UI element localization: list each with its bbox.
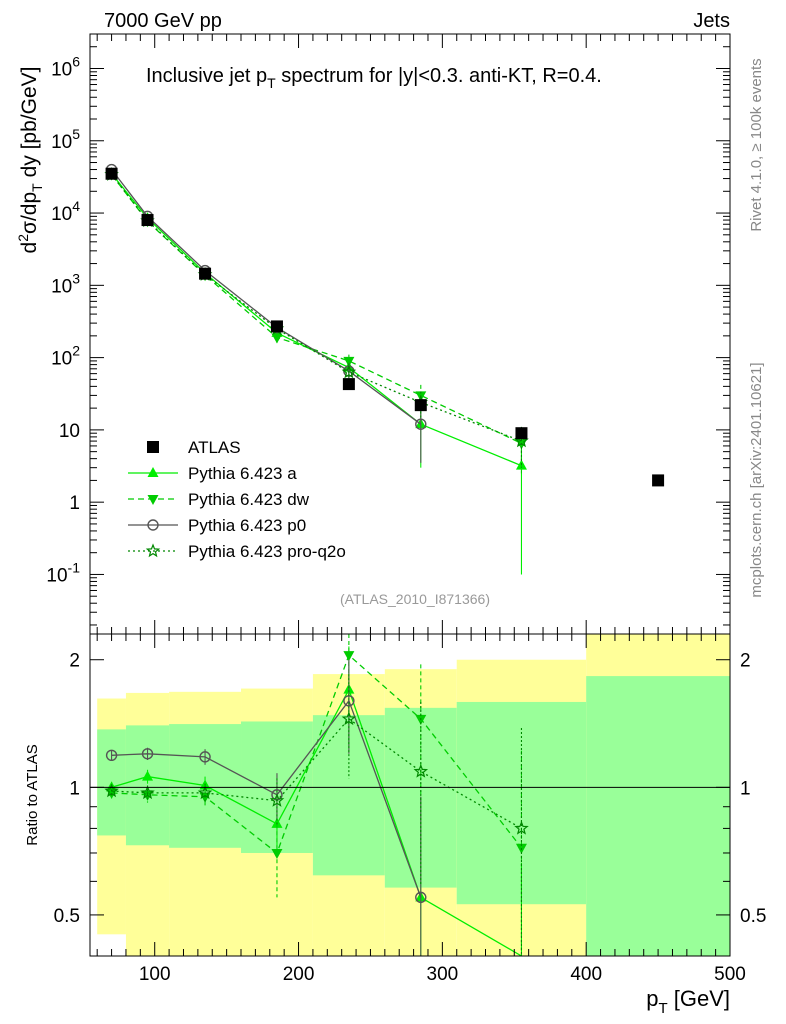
data-point: [105, 167, 118, 180]
ratio-point: [413, 763, 429, 778]
main-series-1: [106, 170, 527, 474]
data-point: [342, 378, 355, 391]
ratio-point: [104, 783, 119, 798]
legend-entry: Pythia 6.423 p0: [128, 516, 306, 535]
y-tick-label: 1: [69, 493, 80, 514]
x-tick-label: 200: [283, 964, 315, 985]
data-point: [141, 214, 154, 227]
ratio-point: [142, 770, 154, 781]
ratio-y-tick-label: 0.5: [54, 906, 80, 927]
ratio-y-tick-label: 2: [69, 651, 80, 672]
legend-marker: [147, 467, 159, 477]
ratio-panel-series: [104, 634, 529, 957]
y-tick-label: 105: [51, 126, 80, 153]
ratio-y-tick-label-right: 1: [740, 778, 751, 799]
axis-tick-labels: 100 200 300 400 500 10-1 1 10 102 103 104 105 106 0.5…: [46, 53, 766, 985]
data-point: [414, 399, 427, 412]
x-axis-label: pT [GeV]: [646, 986, 730, 1017]
legend-label: ATLAS: [188, 438, 241, 457]
legend-label: Pythia 6.423 pro-q2o: [188, 542, 346, 561]
axis-ticks: [90, 33, 731, 957]
ratio-y-tick-label: 1: [69, 778, 80, 799]
legend-entry: Pythia 6.423 a: [128, 464, 297, 483]
ratio-line: [111, 718, 522, 829]
ratio-point: [415, 891, 427, 904]
y-tick-label: 104: [51, 198, 80, 225]
data-series-0: [105, 167, 665, 487]
ratio-point: [269, 793, 285, 807]
main-series-2: [105, 163, 427, 463]
main-point: [415, 418, 427, 430]
y-tick-label: 10: [59, 421, 80, 442]
main-panel-series: [104, 163, 665, 575]
main-point: [271, 333, 283, 344]
band-green: [125, 725, 170, 846]
main-series-3: [104, 166, 529, 468]
data-point: [515, 427, 528, 440]
data-point: [652, 474, 665, 487]
ratio-point: [141, 748, 154, 760]
ratio-point: [343, 651, 355, 662]
legend-marker: [147, 519, 159, 531]
main-series-0: [106, 167, 527, 575]
data-point: [199, 267, 212, 280]
header-right: Jets: [693, 10, 730, 32]
y-tick-label: 102: [51, 343, 80, 370]
legend-marker: [147, 495, 159, 505]
legend-entry: ATLAS: [147, 438, 241, 457]
ratio-line: [111, 699, 422, 898]
legend-entry: Pythia 6.423 pro-q2o: [128, 542, 346, 561]
legend-label: Pythia 6.423 p0: [188, 516, 306, 535]
analysis-tag: (ATLAS_2010_I871366): [340, 591, 490, 607]
ratio-point: [341, 711, 357, 726]
mcplots-label: mcplots.cern.ch [arXiv:2401.10621]: [748, 362, 765, 597]
y-tick-label: 106: [51, 53, 80, 80]
legend: ATLAS Pythia 6.423 a Pythia 6.423 dw Pythia…: [128, 438, 346, 561]
main-y-axis-label: d2σ/dpT dy [pb/GeV]: [15, 67, 45, 254]
ratio-point: [514, 820, 529, 835]
main-line: [111, 173, 522, 467]
ratio-point: [140, 785, 155, 800]
ratio-point: [199, 751, 211, 763]
legend-entry: Pythia 6.423 dw: [128, 490, 310, 509]
main-line: [111, 169, 422, 425]
ratio-y-tick-label-right: 0.5: [740, 906, 766, 927]
legend-marker: [147, 441, 159, 453]
x-tick-label: 300: [427, 964, 459, 985]
ratio-point: [105, 749, 118, 762]
x-tick-label: 100: [139, 964, 171, 985]
y-tick-label: 10-1: [46, 559, 80, 586]
ratio-y-tick-label-right: 2: [740, 651, 751, 672]
data-point: [270, 320, 283, 333]
legend-label: Pythia 6.423 dw: [188, 490, 310, 509]
header-left: 7000 GeV pp: [104, 10, 222, 32]
legend-marker: [145, 543, 161, 558]
x-tick-label: 400: [570, 964, 602, 985]
rivet-label: Rivet 4.1.0, ≥ 100k events: [748, 58, 765, 231]
ratio-y-axis-label: Ratio to ATLAS: [24, 744, 41, 845]
main-panel-frame: [89, 33, 731, 635]
ratio-point: [271, 848, 283, 859]
legend-label: Pythia 6.423 a: [188, 464, 297, 483]
band-green: [586, 676, 730, 956]
main-line: [111, 174, 522, 442]
main-point: [343, 356, 355, 367]
ratio-point: [197, 785, 213, 800]
ratio-series-3: [104, 674, 529, 956]
main-line: [111, 174, 522, 444]
main-point: [341, 364, 357, 379]
ratio-panel-frame: [89, 633, 731, 957]
x-tick-label: 500: [714, 964, 746, 985]
ratio-uncertainty-bands: [97, 634, 730, 956]
chart-title: Inclusive jet pT spectrum for |y|<0.3. a…: [146, 65, 602, 91]
y-tick-label: 103: [51, 270, 80, 297]
